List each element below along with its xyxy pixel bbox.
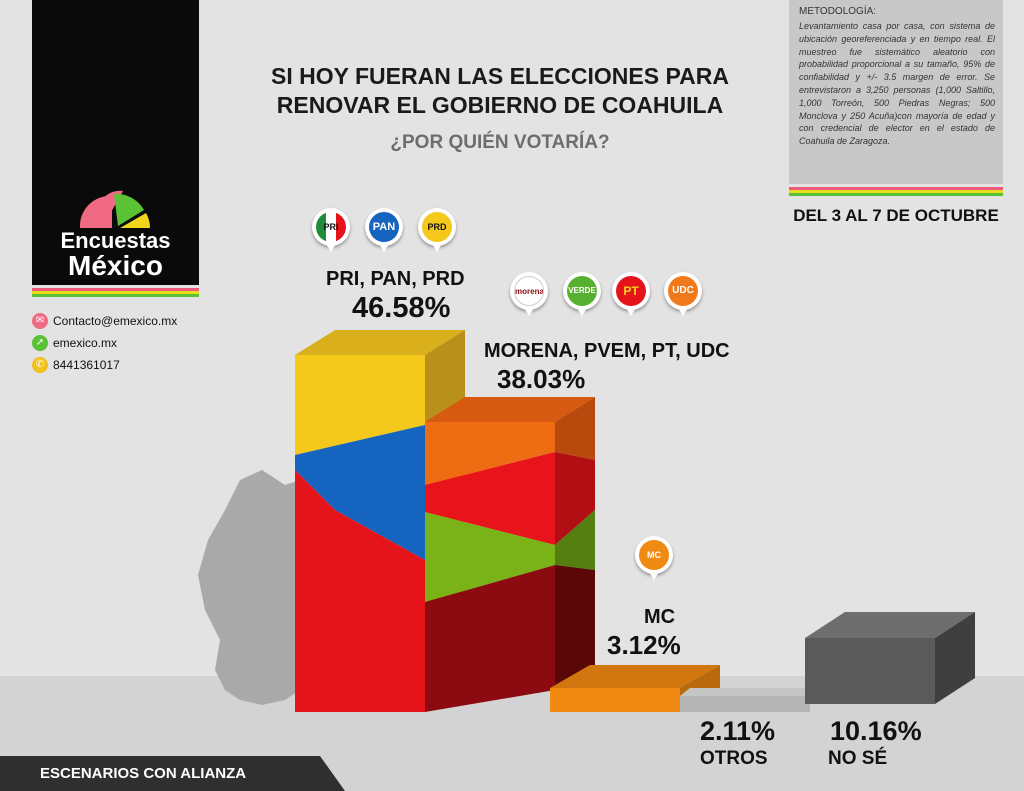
label-cat-otros: OTROS — [700, 748, 768, 769]
methodology-stripes — [789, 187, 1003, 199]
logo-text-line1: Encuestas — [60, 228, 171, 253]
contact-web-text: emexico.mx — [53, 336, 118, 350]
label-cat-mc: MC — [644, 606, 676, 628]
label-val-nose: 10.16% — [830, 716, 922, 746]
bar-no-se — [805, 612, 975, 704]
bar1-seg-prd — [295, 355, 425, 455]
logo-stripes — [32, 288, 199, 300]
bar4-top — [680, 688, 820, 696]
morena-icon: morena — [510, 272, 548, 316]
pt-icon: PT — [612, 272, 650, 316]
footer-bar: ESCENARIOS CON ALIANZA — [0, 756, 345, 791]
chart-subtitle: ¿POR QUIÉN VOTARÍA? — [390, 132, 610, 153]
methodology-box: METODOLOGÍA: Levantamiento casa por casa… — [789, 0, 1003, 184]
label-val-morena: 38.03% — [497, 364, 586, 394]
bar5-top — [805, 612, 975, 638]
logo-panel: Encuestas México — [32, 0, 199, 285]
bar1-seg-pan — [295, 425, 425, 560]
logo-pie-icon — [79, 190, 151, 228]
bar2-seg-pt-orange — [425, 422, 555, 485]
prd-icon: PRD — [418, 208, 456, 252]
bar2-side-red — [555, 452, 595, 545]
bar4-front — [680, 696, 810, 712]
label-val-pri: 46.58% — [352, 292, 451, 324]
bar-mc — [550, 665, 720, 712]
label-cat-pri: PRI, PAN, PRD — [326, 268, 465, 290]
contact-phone-text: 8441361017 — [53, 358, 120, 372]
bar2-side-top — [555, 397, 595, 460]
bar2-seg-morena — [425, 565, 555, 712]
contact-phone[interactable]: ✆ 8441361017 — [32, 357, 120, 373]
label-val-mc: 3.12% — [607, 630, 681, 660]
bar3-front — [550, 688, 680, 712]
bar2-side-verde — [555, 510, 595, 570]
mc-icon: MC — [635, 536, 673, 580]
bar1-top — [295, 330, 465, 355]
verde-icon: VERDE — [563, 272, 601, 316]
methodology-title: METODOLOGÍA: — [799, 6, 877, 17]
cursor-icon: ➚ — [32, 335, 48, 351]
chart-title: SI HOY FUERAN LAS ELECCIONES PARA RENOVA… — [271, 63, 729, 118]
bar2-side-morena — [555, 565, 595, 690]
footer-text: ESCENARIOS CON ALIANZA — [40, 765, 247, 782]
label-val-otros: 2.11% — [700, 716, 776, 746]
pri-icon: PRI — [312, 208, 350, 252]
contact-email[interactable]: ✉ Contacto@emexico.mx — [32, 313, 177, 329]
bar2-seg-verde — [425, 512, 555, 602]
bar5-side — [935, 612, 975, 704]
bar1-seg-pri — [295, 470, 425, 712]
bar-morena-pvem-pt-udc — [425, 397, 595, 712]
contact-email-text: Contacto@emexico.mx — [53, 314, 178, 328]
logo-text-line2: México — [68, 250, 163, 281]
pan-icon: PAN — [365, 208, 403, 252]
bar-otros — [680, 688, 820, 712]
bar3-top — [550, 665, 720, 688]
bar2-seg-pt-red — [425, 452, 555, 545]
bar5-front — [805, 638, 935, 704]
label-cat-nose: NO SÉ — [828, 748, 888, 769]
label-cat-morena: MORENA, PVEM, PT, UDC — [484, 340, 730, 362]
methodology-text: Levantamiento casa por casa, con sistema… — [799, 21, 995, 147]
udc-icon: UDC — [664, 272, 702, 316]
survey-dates: DEL 3 AL 7 DE OCTUBRE — [793, 206, 999, 225]
phone-icon: ✆ — [32, 357, 48, 373]
contact-web[interactable]: ➚ emexico.mx — [32, 335, 117, 351]
bar2-top — [425, 397, 595, 422]
mail-icon: ✉ — [32, 313, 48, 329]
